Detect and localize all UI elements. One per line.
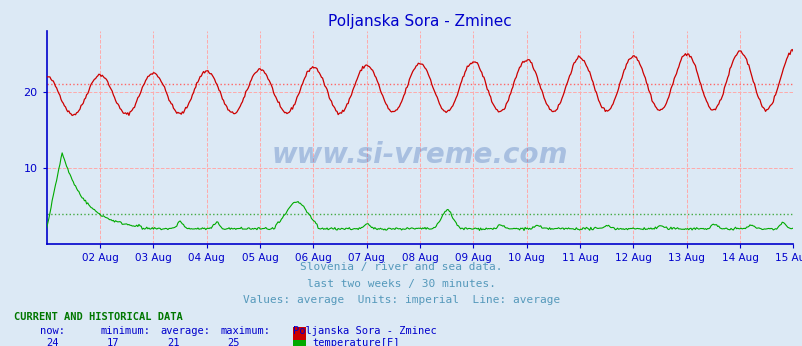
Text: maximum:: maximum: bbox=[221, 326, 270, 336]
Title: Poljanska Sora - Zminec: Poljanska Sora - Zminec bbox=[328, 13, 511, 29]
Text: Slovenia / river and sea data.: Slovenia / river and sea data. bbox=[300, 262, 502, 272]
Text: now:: now: bbox=[40, 326, 65, 336]
Text: average:: average: bbox=[160, 326, 210, 336]
Text: Poljanska Sora - Zminec: Poljanska Sora - Zminec bbox=[293, 326, 436, 336]
Text: 17: 17 bbox=[107, 338, 119, 346]
Text: minimum:: minimum: bbox=[100, 326, 150, 336]
Text: last two weeks / 30 minutes.: last two weeks / 30 minutes. bbox=[306, 279, 496, 289]
Text: 25: 25 bbox=[227, 338, 240, 346]
Text: 21: 21 bbox=[167, 338, 180, 346]
Text: Values: average  Units: imperial  Line: average: Values: average Units: imperial Line: av… bbox=[242, 295, 560, 305]
Text: temperature[F]: temperature[F] bbox=[312, 338, 399, 346]
Text: CURRENT AND HISTORICAL DATA: CURRENT AND HISTORICAL DATA bbox=[14, 312, 183, 322]
Text: www.si-vreme.com: www.si-vreme.com bbox=[271, 140, 568, 169]
Text: 24: 24 bbox=[47, 338, 59, 346]
